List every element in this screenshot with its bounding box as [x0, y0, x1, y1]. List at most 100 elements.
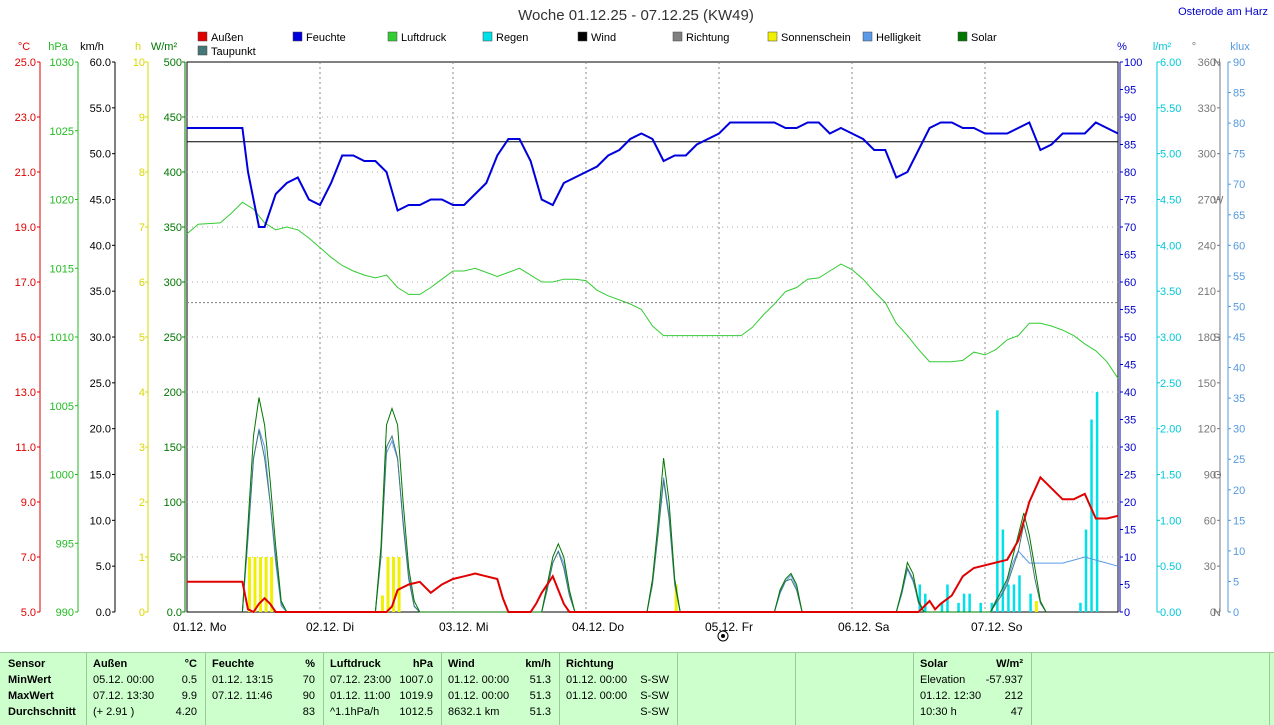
axis-rain: 6.00 5.50 5.00 4.50 4.00 3.50 3.00 2.50 2.00 1.50… — [1156, 57, 1181, 619]
stats-value: -57.937 — [985, 674, 1023, 686]
direction-letter: O — [1213, 470, 1222, 482]
tick-label: 1015 — [50, 263, 74, 275]
tick-label: 10 — [133, 57, 145, 69]
stats-value: 90 — [302, 690, 315, 702]
tick-label: 0 — [1210, 607, 1216, 619]
tick-label: 55 — [1124, 305, 1136, 317]
tick-label: 45 — [1233, 332, 1245, 344]
tick-label: 180 — [1198, 332, 1216, 344]
tick-label: 20.0 — [90, 424, 111, 436]
location-label: Osterode am Harz — [1178, 6, 1268, 18]
legend-swatch — [292, 31, 303, 42]
bar-sonnenschein — [397, 557, 401, 612]
tick-label: 7 — [139, 222, 145, 234]
series-feuchte — [187, 121, 1119, 228]
tick-label: 15 — [1124, 525, 1136, 537]
legend-label: Feuchte — [306, 32, 346, 44]
tick-label: 50 — [1233, 301, 1245, 313]
stats-time: 01.12. 00:00 — [566, 674, 628, 686]
stats-value: S-SW — [640, 690, 669, 702]
legend-item-luftdruck: Luftdruck — [387, 31, 447, 44]
stats-title: Sensor — [8, 658, 46, 670]
stats-value: S-SW — [640, 706, 669, 718]
bar-regen — [968, 593, 971, 612]
tick-label: 85 — [1233, 88, 1245, 100]
stats-unit: W/m² — [996, 658, 1023, 670]
axis-temp: 25.0 23.0 21.0 19.0 17.0 15.0 13.0 11.0 9.0 7.0 5.… — [15, 57, 41, 619]
bar-series — [247, 392, 1099, 612]
tick-label: 60 — [1233, 240, 1245, 252]
stats-unit: hPa — [412, 658, 433, 670]
tick-label: 5.50 — [1160, 103, 1181, 115]
stats-empty-1 — [677, 653, 796, 725]
legend-swatch — [672, 31, 683, 42]
tick-label: 90 — [1233, 57, 1245, 69]
tick-label: 350 — [164, 222, 182, 234]
stats-value: 51.3 — [529, 690, 551, 702]
stats-value: 1019.9 — [399, 690, 433, 702]
legend-label: Richtung — [686, 32, 729, 44]
axis-press: 1030 1025 1020 1015 1010 1005 1000 995 990 — [50, 57, 79, 619]
tick-label: 4.50 — [1160, 195, 1181, 207]
tick-label: 90 — [1124, 112, 1136, 124]
tick-label: 20 — [1233, 485, 1245, 497]
legend-item-regen: Regen — [482, 31, 528, 44]
bar-regen — [1018, 575, 1021, 612]
tick-label: 50.0 — [90, 149, 111, 161]
stats-time: 07.12. 23:00 — [330, 674, 392, 686]
scroll-marker[interactable] — [717, 630, 729, 642]
bar-sonnenschein — [386, 557, 390, 612]
tick-label: 10 — [1124, 552, 1136, 564]
axis-unit-dir: ° — [1192, 41, 1196, 53]
grid — [186, 61, 1119, 613]
tick-label: 60 — [1204, 515, 1216, 527]
legend-label: Wind — [591, 32, 616, 44]
tick-label: 0.00 — [1160, 607, 1181, 619]
tick-label: 9 — [139, 112, 145, 124]
tick-label: 150 — [1198, 378, 1216, 390]
tick-label: 6.00 — [1160, 57, 1181, 69]
stats-wind: Wind km/h 01.12. 00:00 51.3 01.12. 00:00 51.3… — [441, 653, 560, 725]
stats-empty-3 — [1031, 653, 1270, 725]
series-solar — [241, 397, 1047, 613]
bar-regen — [1090, 419, 1093, 612]
weather-chart: Woche 01.12.25 - 07.12.25 (KW49) Osterod… — [15, 6, 1268, 642]
tick-label: 250 — [164, 332, 182, 344]
tick-label: 30 — [1233, 424, 1245, 436]
x-axis-labels: 01.12. Mo 02.12. Di 03.12. Mi 04.12. Do 05.1… — [173, 620, 1023, 634]
tick-label: 7.0 — [21, 552, 36, 564]
stats-value: S-SW — [640, 674, 669, 686]
tick-label: 210 — [1198, 286, 1216, 298]
stats-value: 51.3 — [529, 706, 551, 718]
legend-swatch — [387, 31, 398, 42]
legend-swatch — [957, 31, 968, 42]
stats-feuchte: Feuchte% 01.12. 13:15 70 07.12. 11:46 90 83 — [205, 653, 324, 725]
tick-label: 330 — [1198, 103, 1216, 115]
tick-label: 65 — [1124, 250, 1136, 262]
stats-unit: % — [305, 658, 315, 670]
stats-time: 05.12. 00:00 — [93, 674, 155, 686]
tick-label: 11.0 — [15, 442, 36, 454]
tick-label: 0 — [1233, 607, 1239, 619]
stats-value: 4.20 — [175, 706, 197, 718]
stats-time: 01.12. 00:00 — [448, 690, 510, 702]
tick-label: 1000 — [50, 470, 74, 482]
row-min-label: MinWert — [8, 674, 52, 686]
series-helligkeit — [241, 428, 1119, 613]
tick-label: 990 — [56, 607, 74, 619]
tick-label: 500 — [164, 57, 182, 69]
axis-unit-hum: % — [1117, 41, 1127, 53]
axes: 25.023.021.019.017.015.013.011.09.07.05.… — [15, 41, 1251, 619]
bar-regen — [962, 593, 966, 612]
tick-label: 995 — [56, 538, 74, 550]
tick-label: 17.0 — [15, 277, 36, 289]
day-label: 01.12. Mo — [173, 620, 227, 634]
bar-regen — [990, 602, 994, 612]
day-label: 07.12. So — [971, 620, 1023, 634]
tick-label: 75 — [1124, 195, 1136, 207]
tick-label: 300 — [164, 277, 182, 289]
bar-sonnenschein — [259, 557, 263, 612]
axis-unit-rain: l/m² — [1153, 41, 1172, 53]
tick-label: 270 — [1198, 195, 1216, 207]
bar-sonnenschein — [1034, 601, 1038, 612]
